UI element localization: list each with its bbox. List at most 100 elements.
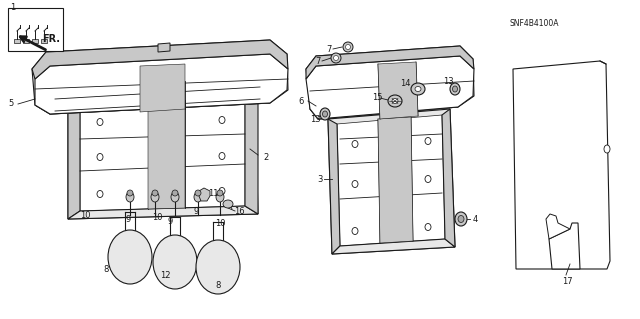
Text: 1: 1 bbox=[10, 3, 15, 11]
Ellipse shape bbox=[455, 212, 467, 226]
Text: 10: 10 bbox=[215, 219, 225, 227]
Polygon shape bbox=[68, 206, 258, 219]
Ellipse shape bbox=[223, 200, 233, 208]
Polygon shape bbox=[32, 40, 288, 79]
Polygon shape bbox=[41, 39, 47, 43]
Polygon shape bbox=[32, 40, 288, 114]
Polygon shape bbox=[337, 115, 445, 246]
Ellipse shape bbox=[323, 111, 328, 117]
Ellipse shape bbox=[604, 145, 610, 153]
Text: 13: 13 bbox=[310, 115, 321, 123]
Text: 13: 13 bbox=[443, 78, 454, 86]
Polygon shape bbox=[378, 117, 413, 243]
Ellipse shape bbox=[196, 240, 240, 294]
Ellipse shape bbox=[108, 230, 152, 284]
Text: 5: 5 bbox=[8, 100, 13, 108]
Polygon shape bbox=[148, 100, 185, 209]
Polygon shape bbox=[140, 64, 185, 112]
Polygon shape bbox=[35, 94, 270, 114]
Polygon shape bbox=[23, 39, 29, 43]
Polygon shape bbox=[306, 46, 474, 119]
Ellipse shape bbox=[219, 188, 225, 195]
Text: 17: 17 bbox=[562, 277, 573, 286]
Ellipse shape bbox=[333, 56, 339, 61]
Polygon shape bbox=[245, 99, 258, 214]
Polygon shape bbox=[306, 46, 474, 79]
Polygon shape bbox=[328, 119, 340, 254]
Ellipse shape bbox=[425, 175, 431, 182]
Text: 7: 7 bbox=[315, 56, 321, 65]
Text: 10: 10 bbox=[80, 211, 90, 219]
Text: 8: 8 bbox=[215, 280, 220, 290]
Polygon shape bbox=[32, 39, 38, 43]
Polygon shape bbox=[549, 223, 580, 269]
Text: 15: 15 bbox=[372, 93, 383, 102]
Ellipse shape bbox=[194, 192, 202, 202]
Ellipse shape bbox=[97, 190, 103, 197]
Ellipse shape bbox=[320, 108, 330, 120]
Polygon shape bbox=[310, 97, 458, 119]
Text: 7: 7 bbox=[326, 44, 332, 54]
Polygon shape bbox=[68, 94, 258, 219]
Polygon shape bbox=[378, 62, 418, 119]
Text: SNF4B4100A: SNF4B4100A bbox=[510, 19, 559, 28]
Text: 9: 9 bbox=[126, 214, 131, 224]
Text: 12: 12 bbox=[160, 271, 170, 279]
Polygon shape bbox=[14, 39, 20, 43]
Ellipse shape bbox=[195, 190, 201, 196]
Bar bbox=[8, 8, 63, 51]
Ellipse shape bbox=[388, 95, 402, 107]
Ellipse shape bbox=[346, 44, 351, 49]
Ellipse shape bbox=[458, 216, 464, 222]
Text: 6: 6 bbox=[298, 97, 303, 106]
Ellipse shape bbox=[331, 53, 341, 63]
Ellipse shape bbox=[151, 192, 159, 202]
Ellipse shape bbox=[452, 86, 458, 92]
Polygon shape bbox=[332, 239, 455, 254]
Ellipse shape bbox=[425, 224, 431, 231]
Ellipse shape bbox=[97, 118, 103, 125]
Text: 16: 16 bbox=[234, 206, 244, 216]
Polygon shape bbox=[80, 99, 245, 211]
Ellipse shape bbox=[219, 116, 225, 123]
Ellipse shape bbox=[343, 42, 353, 52]
Ellipse shape bbox=[352, 140, 358, 147]
Text: 9: 9 bbox=[168, 217, 173, 226]
Text: 14: 14 bbox=[400, 79, 410, 88]
Polygon shape bbox=[306, 56, 474, 119]
Ellipse shape bbox=[97, 153, 103, 160]
Ellipse shape bbox=[392, 99, 398, 103]
Text: 4: 4 bbox=[473, 214, 478, 224]
Ellipse shape bbox=[219, 152, 225, 160]
Ellipse shape bbox=[352, 181, 358, 188]
Text: 9: 9 bbox=[193, 206, 198, 216]
Ellipse shape bbox=[425, 137, 431, 145]
Ellipse shape bbox=[172, 190, 178, 196]
Text: 10: 10 bbox=[152, 213, 163, 222]
Ellipse shape bbox=[415, 86, 421, 92]
Ellipse shape bbox=[171, 192, 179, 202]
Ellipse shape bbox=[153, 235, 197, 289]
Ellipse shape bbox=[152, 190, 158, 196]
Text: 8: 8 bbox=[103, 264, 108, 273]
Ellipse shape bbox=[126, 192, 134, 202]
Polygon shape bbox=[513, 61, 610, 269]
Text: 2: 2 bbox=[263, 152, 268, 161]
Polygon shape bbox=[158, 43, 170, 52]
Ellipse shape bbox=[450, 83, 460, 95]
Polygon shape bbox=[55, 82, 260, 111]
Polygon shape bbox=[68, 107, 80, 219]
Text: 3: 3 bbox=[317, 174, 323, 183]
Ellipse shape bbox=[352, 227, 358, 234]
Polygon shape bbox=[328, 109, 455, 254]
Polygon shape bbox=[442, 109, 455, 247]
Ellipse shape bbox=[411, 83, 425, 95]
Text: 11: 11 bbox=[208, 189, 218, 197]
Ellipse shape bbox=[217, 190, 223, 196]
Polygon shape bbox=[35, 54, 288, 114]
Polygon shape bbox=[546, 214, 570, 239]
Polygon shape bbox=[199, 188, 210, 201]
Ellipse shape bbox=[127, 190, 133, 196]
Text: FR.: FR. bbox=[42, 34, 60, 44]
Ellipse shape bbox=[216, 192, 224, 202]
